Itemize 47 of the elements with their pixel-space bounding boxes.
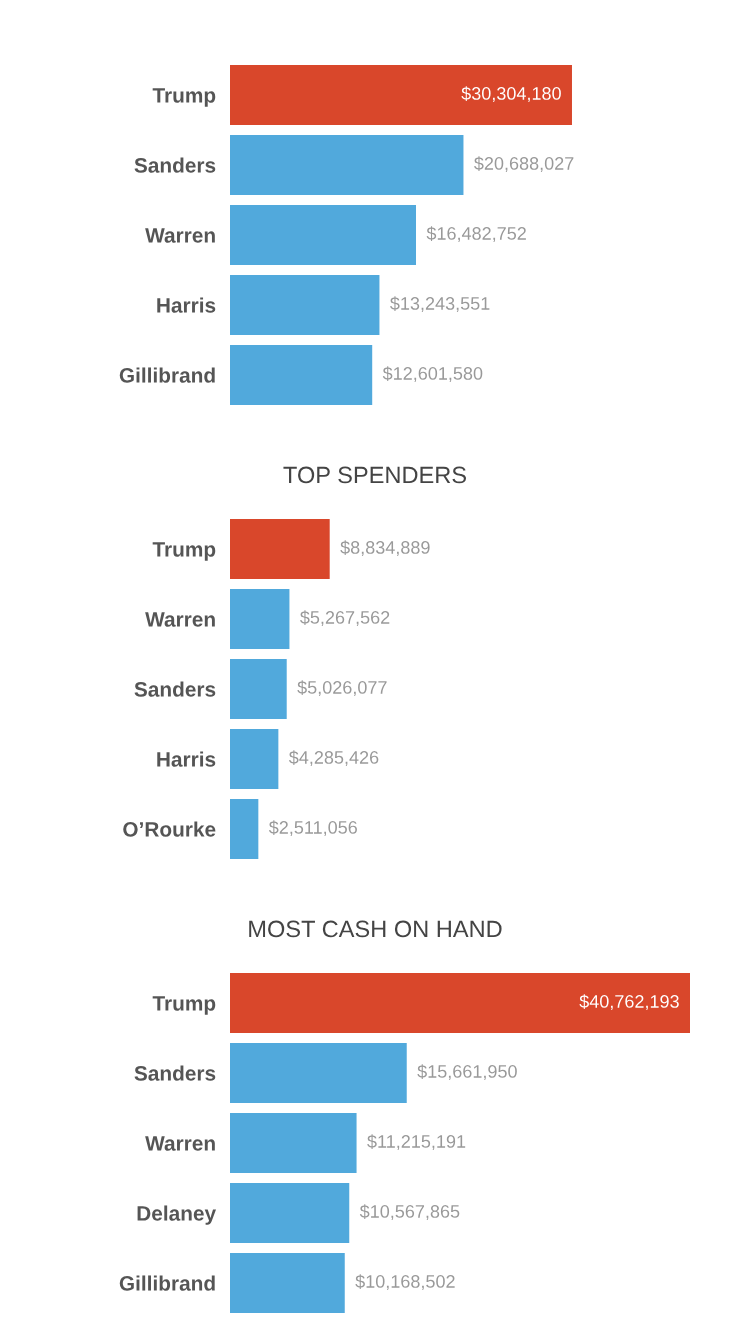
data-label: $15,661,950	[417, 1064, 517, 1080]
bar	[230, 589, 290, 649]
y-tick-label: Sanders	[134, 1065, 216, 1081]
data-label: $5,267,562	[300, 610, 390, 626]
y-tick-label: Delaney	[137, 1205, 217, 1225]
bar	[230, 1183, 350, 1243]
y-tick-label: O’Rourke	[123, 821, 216, 837]
bar	[230, 65, 572, 125]
bar	[230, 729, 279, 789]
bar	[230, 799, 259, 859]
data-label: $4,285,426	[288, 750, 379, 766]
bar	[230, 135, 464, 195]
data-label: $2,511,056	[268, 820, 357, 836]
data-label: $5,026,077	[297, 680, 387, 696]
y-tick-label: Gillibrand	[119, 1275, 215, 1291]
data-label: $8,834,889	[340, 540, 430, 556]
bar	[230, 973, 690, 1033]
y-tick-label: Warren	[145, 228, 215, 243]
y-tick-label: Harris	[157, 751, 216, 767]
chart-title: TOP SPENDERS	[283, 466, 466, 484]
data-label: $40,762,193	[579, 994, 679, 1010]
data-label: $10,168,502	[355, 1274, 455, 1290]
chart-title: MOST CASH ON HAND	[249, 920, 502, 938]
data-label: $13,243,551	[390, 296, 490, 312]
bar	[230, 205, 417, 265]
bar	[230, 1253, 345, 1313]
y-tick-label: Sanders	[134, 157, 216, 173]
bar	[230, 1113, 357, 1173]
y-tick-label: Gillibrand	[119, 367, 215, 383]
data-label: $20,688,027	[474, 156, 574, 172]
bar	[230, 1043, 407, 1103]
bar	[230, 345, 373, 405]
y-tick-label: Harris	[157, 297, 216, 313]
data-label: $12,601,580	[382, 366, 483, 382]
bar	[230, 519, 330, 579]
data-label: $16,482,752	[426, 226, 526, 242]
y-tick-label: Warren	[145, 1136, 215, 1151]
y-tick-label: Trump	[152, 88, 216, 107]
bar	[230, 275, 380, 335]
y-tick-label: Warren	[145, 612, 215, 627]
bar	[230, 659, 287, 719]
data-label: $30,304,180	[461, 86, 561, 102]
y-tick-label: Trump	[152, 542, 216, 561]
y-tick-label: Trump	[152, 996, 216, 1015]
data-label: $10,567,865	[359, 1204, 460, 1220]
y-tick-label: Sanders	[134, 681, 216, 697]
data-label: $11,215,191	[367, 1134, 466, 1150]
